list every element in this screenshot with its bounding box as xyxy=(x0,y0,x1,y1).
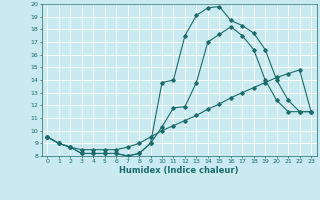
X-axis label: Humidex (Indice chaleur): Humidex (Indice chaleur) xyxy=(119,166,239,175)
